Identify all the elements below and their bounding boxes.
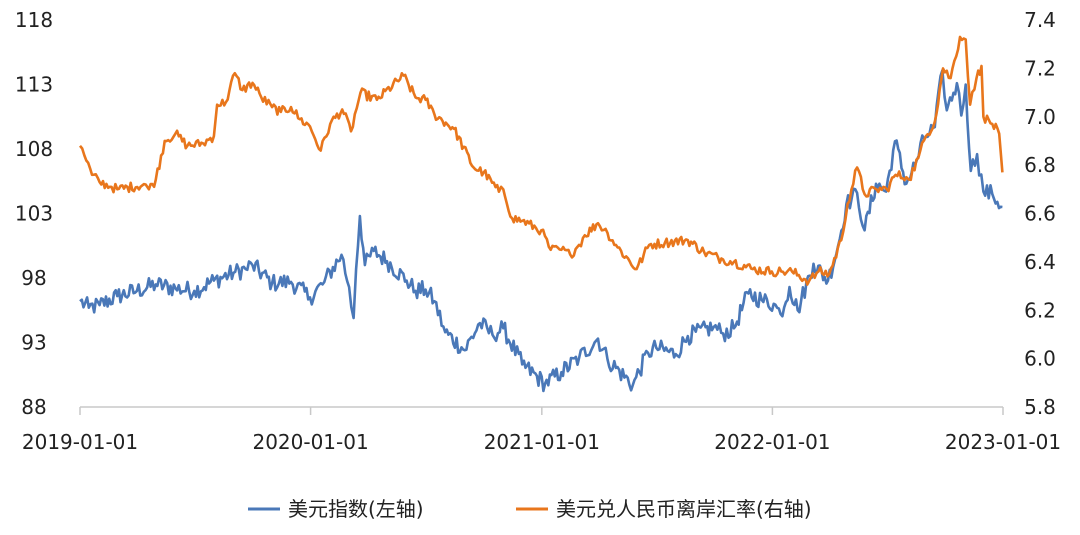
legend-item-usd-index: 美元指数(左轴) — [248, 497, 424, 521]
y-left-axis: 88 93 98 103 108 113 118 — [15, 8, 53, 419]
y-left-tick-label: 103 — [15, 202, 53, 226]
y-right-tick-label: 7.4 — [1024, 8, 1056, 32]
y-left-tick-label: 93 — [21, 331, 46, 355]
y-right-tick-label: 7.0 — [1024, 105, 1056, 129]
y-right-tick-label: 6.4 — [1024, 250, 1056, 274]
legend-label: 美元指数(左轴) — [288, 497, 424, 521]
y-left-tick-label: 108 — [15, 137, 53, 161]
y-right-axis: 5.8 6.0 6.2 6.4 6.6 6.8 7.0 7.2 7.4 — [1024, 8, 1056, 419]
y-right-tick-label: 6.0 — [1024, 347, 1056, 371]
x-tick-label: 2021-01-01 — [484, 430, 600, 454]
legend: 美元指数(左轴) 美元兑人民币离岸汇率(右轴) — [248, 497, 812, 521]
legend-item-usd-cnh: 美元兑人民币离岸汇率(右轴) — [516, 497, 812, 521]
legend-label: 美元兑人民币离岸汇率(右轴) — [556, 497, 812, 521]
y-right-tick-label: 5.8 — [1024, 395, 1056, 419]
series-line-usd-cnh — [78, 35, 1004, 286]
y-left-tick-label: 88 — [21, 395, 46, 419]
x-tick-label: 2022-01-01 — [714, 430, 830, 454]
x-tick-label: 2023-01-01 — [945, 430, 1061, 454]
series-line-usd-index — [79, 69, 1003, 393]
plot-area — [78, 35, 1004, 393]
y-left-tick-label: 113 — [15, 73, 53, 97]
y-left-tick-label: 118 — [15, 8, 53, 32]
y-right-tick-label: 7.2 — [1024, 56, 1056, 80]
y-right-tick-label: 6.2 — [1024, 298, 1056, 322]
y-left-tick-label: 98 — [21, 266, 46, 290]
y-right-tick-label: 6.8 — [1024, 153, 1056, 177]
y-right-tick-label: 6.6 — [1024, 202, 1056, 226]
x-tick-label: 2020-01-01 — [252, 430, 368, 454]
x-axis: 2019-01-01 2020-01-01 2021-01-01 2022-01-01… — [22, 407, 1061, 454]
x-tick-label: 2019-01-01 — [22, 430, 138, 454]
